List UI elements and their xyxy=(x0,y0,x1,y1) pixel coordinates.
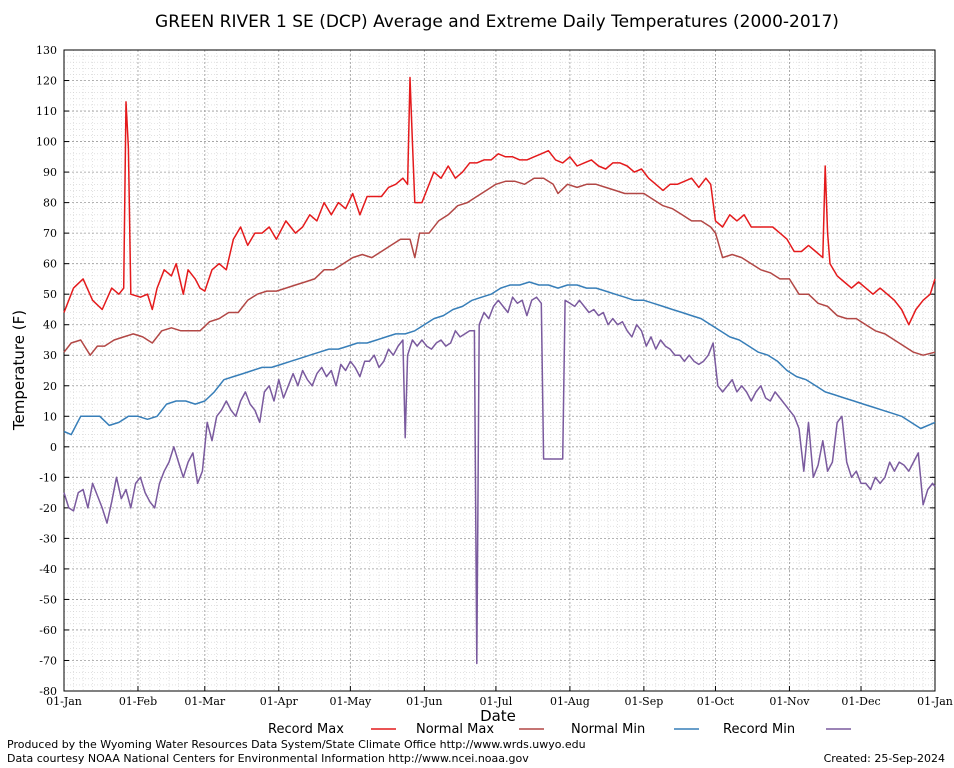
x-tick-label: 01-Jan xyxy=(46,695,82,708)
y-tick-label: 0 xyxy=(50,441,57,454)
y-tick-label: 30 xyxy=(43,349,57,362)
x-tick-label: 01-Sep xyxy=(624,695,663,708)
footer-produced-by: Produced by the Wyoming Water Resources … xyxy=(7,738,586,751)
legend-label-normal-min: Normal Min xyxy=(571,722,645,737)
legend-label-record-min: Record Min xyxy=(723,722,795,737)
y-tick-label: 100 xyxy=(36,136,57,149)
x-tick-label: 01-Jun xyxy=(406,695,442,708)
y-tick-label: 70 xyxy=(43,227,57,240)
x-tick-label: 01-Dec xyxy=(841,695,880,708)
series-line-normal-min xyxy=(63,281,936,436)
x-tick-label: 01-Apr xyxy=(260,695,299,708)
y-tick-label: 120 xyxy=(36,75,57,88)
y-tick-label: 60 xyxy=(43,258,57,271)
y-tick-label: -80 xyxy=(39,685,57,698)
x-axis-title: Date xyxy=(480,707,516,725)
x-tick-label: 01-Jul xyxy=(480,695,513,708)
x-tick-label: 01-Oct xyxy=(697,695,735,708)
y-tick-label: -70 xyxy=(39,654,57,667)
y-tick-label: -20 xyxy=(39,502,57,515)
x-tick-label: 01-May xyxy=(329,695,372,708)
y-tick-label: 80 xyxy=(43,197,57,210)
plot-frame xyxy=(63,49,936,692)
y-tick-label: 110 xyxy=(36,105,57,118)
grid xyxy=(63,49,936,692)
series-lines xyxy=(63,76,936,665)
x-axis: 01-Jan 01-Feb 01-Mar 01-Apr 01-May 01-Jun 01-J… xyxy=(46,686,953,708)
y-axis: 1301201101009080706050403020100-10-20-30… xyxy=(36,44,935,698)
y-tick-label: -50 xyxy=(39,593,57,606)
y-tick-label: 10 xyxy=(43,410,57,423)
series-line-record-min xyxy=(63,296,936,665)
y-tick-label: 130 xyxy=(36,44,57,57)
y-tick-label: 40 xyxy=(43,319,57,332)
legend: Record Max Normal Max Normal Min Record Min xyxy=(268,722,851,737)
chart-title: GREEN RIVER 1 SE (DCP) Average and Extre… xyxy=(155,12,839,32)
y-tick-label: 90 xyxy=(43,166,57,179)
y-tick-label: -60 xyxy=(39,624,57,637)
series-line-normal-max xyxy=(63,177,936,356)
legend-label-normal-max: Normal Max xyxy=(416,722,494,737)
legend-label-record-max: Record Max xyxy=(268,722,344,737)
x-tick-label: 01-Feb xyxy=(119,695,157,708)
x-tick-label: 01-Mar xyxy=(184,695,226,708)
y-axis-title: Temperature (F) xyxy=(10,310,28,431)
x-tick-label: 01-Jan xyxy=(917,695,953,708)
y-tick-label: -40 xyxy=(39,563,57,576)
x-tick-label: 01-Nov xyxy=(769,695,810,708)
y-tick-label: -30 xyxy=(39,532,57,545)
footer-data-courtesy: Data courtesy NOAA National Centers for … xyxy=(7,752,529,765)
series-line-record-max xyxy=(63,76,936,326)
y-tick-label: 50 xyxy=(43,288,57,301)
y-tick-label: 20 xyxy=(43,380,57,393)
footer-created-date: Created: 25-Sep-2024 xyxy=(824,752,945,765)
y-tick-label: -10 xyxy=(39,471,57,484)
x-tick-label: 01-Aug xyxy=(550,695,590,708)
